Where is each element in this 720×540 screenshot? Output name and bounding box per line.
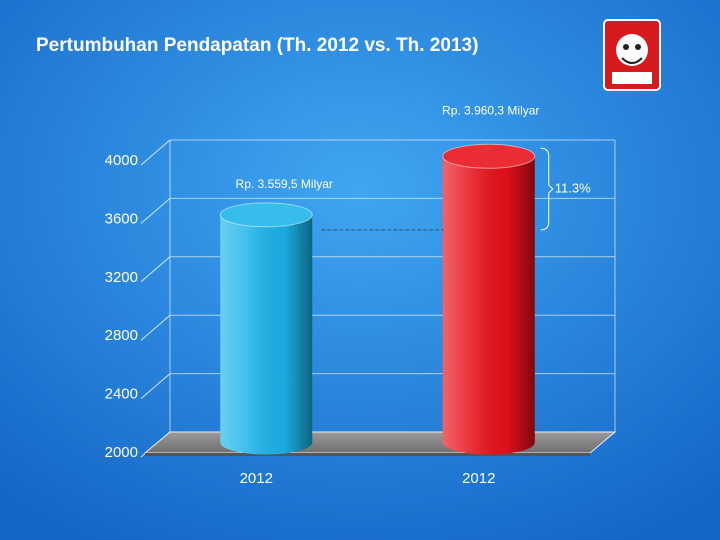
y-tick-label: 2000 xyxy=(105,444,138,461)
cylinder-shade xyxy=(220,214,313,455)
y-tick-label: 2400 xyxy=(105,386,138,403)
value-label: Rp. 3.559,5 Milyar xyxy=(236,177,333,191)
floor-front xyxy=(145,453,590,456)
brace xyxy=(540,147,554,231)
grid-line xyxy=(140,139,171,166)
y-tick-label: 4000 xyxy=(105,152,138,169)
grid-line xyxy=(140,256,171,283)
growth-label: 11.3% xyxy=(555,180,591,195)
cylinder-top xyxy=(219,202,313,228)
grid-line xyxy=(140,198,171,224)
cylinder-top xyxy=(442,143,536,169)
plot: 2000 2400 2800 3200 3600 4000 2012 Rp. 3.559,5 … xyxy=(105,103,617,487)
value-label: Rp. 3.960,3 Milyar xyxy=(442,103,539,117)
cylinder-top-shade xyxy=(442,144,535,169)
grid-line xyxy=(140,314,171,341)
y-tick-label: 2800 xyxy=(105,327,138,344)
grid-line xyxy=(140,373,171,399)
cylinder-shade xyxy=(442,156,535,455)
y-tick-label: 3200 xyxy=(105,269,138,286)
floor xyxy=(143,431,617,454)
cylinder-top-shade xyxy=(220,202,313,227)
slide-title: Pertumbuhan Pendapatan (Th. 2012 vs. Th.… xyxy=(36,35,478,56)
logo xyxy=(603,19,661,91)
y-tick-label: 3600 xyxy=(105,210,138,227)
x-tick-label: 2012 xyxy=(462,470,495,487)
x-tick-label: 2012 xyxy=(240,470,273,487)
